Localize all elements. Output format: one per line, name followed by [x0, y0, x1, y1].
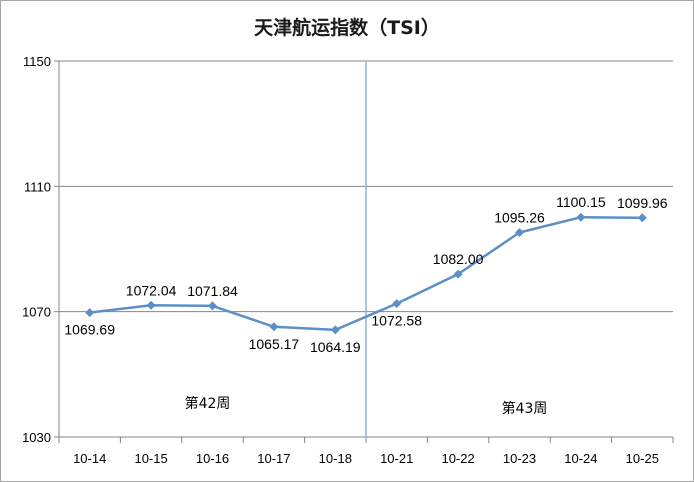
data-point: [269, 322, 279, 332]
series-layer: [85, 212, 647, 335]
data-point: [208, 301, 217, 311]
data-label: 1099.96: [617, 195, 668, 211]
series-line: [89, 215, 643, 332]
week-annotations: 第42周 第43周: [185, 61, 548, 437]
x-tick-label: 10-18: [319, 451, 352, 466]
axes: 1030 1070 1110 1150 10-14 10-15 10-16 10-17 10-1…: [22, 54, 674, 466]
x-tick-label: 10-23: [503, 451, 536, 466]
data-point: [576, 212, 586, 222]
data-point: [392, 299, 402, 309]
data-point: [85, 308, 95, 318]
data-point: [146, 300, 156, 310]
data-label: 1064.19: [310, 339, 361, 355]
data-point: [330, 325, 340, 335]
x-tick-label: 10-24: [564, 451, 597, 466]
x-tick-label: 10-15: [134, 451, 167, 466]
chart-title: 天津航运指数（TSI）: [254, 16, 440, 39]
x-tick-label: 10-16: [196, 451, 229, 466]
data-label: 1072.04: [126, 282, 177, 298]
data-label: 1072.58: [371, 313, 422, 329]
x-tick-label: 10-21: [380, 451, 413, 466]
x-tick-label: 10-17: [257, 451, 290, 466]
data-label: 1069.69: [64, 322, 115, 338]
data-labels: 1069.69 1072.04 1071.84 1065.17 1064.19 1072.…: [64, 194, 667, 355]
y-tick-label: 1150: [23, 54, 51, 69]
week-42-label: 第42周: [185, 395, 231, 412]
y-tick-label: 1070: [22, 305, 51, 320]
data-point: [515, 228, 524, 238]
data-point: [453, 269, 463, 279]
data-label: 1100.15: [556, 194, 606, 210]
y-tick-label: 1030: [22, 430, 51, 445]
data-point: [637, 213, 647, 223]
y-tick-label: 1110: [24, 179, 51, 194]
data-label: 1065.17: [249, 336, 300, 352]
data-label: 1082.00: [433, 251, 484, 267]
x-tick-label: 10-22: [441, 451, 474, 466]
x-tick-label: 10-14: [73, 451, 106, 466]
week-43-label: 第43周: [502, 400, 548, 417]
data-label: 1095.26: [494, 210, 545, 226]
x-tick-label: 10-25: [626, 451, 659, 466]
data-label: 1071.84: [187, 283, 238, 299]
